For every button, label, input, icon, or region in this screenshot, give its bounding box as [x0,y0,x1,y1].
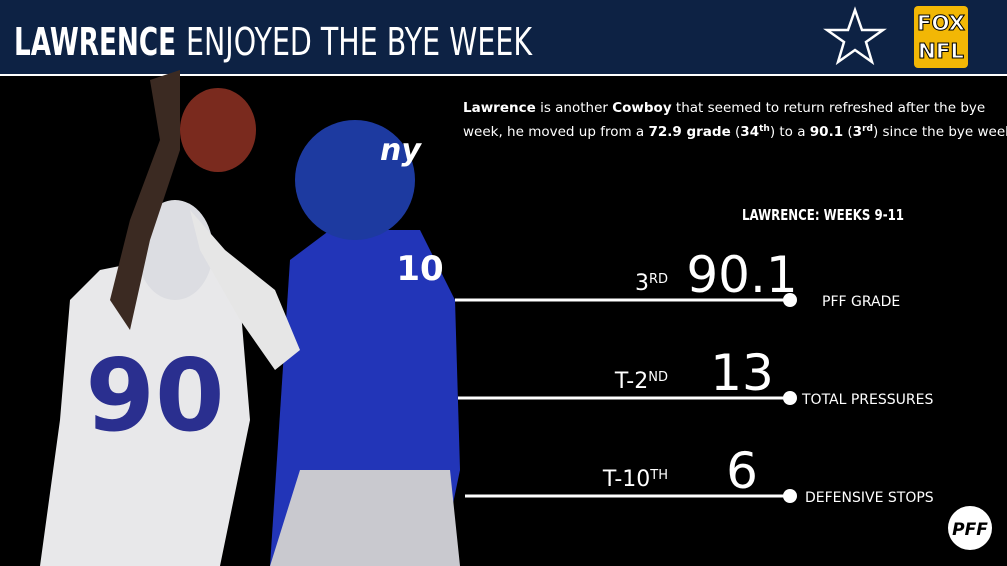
stat-label: DEFENSIVE STOPS [805,490,934,506]
pff-logo-text: PFF [952,520,988,540]
description-segment: 72.9 grade [648,124,730,140]
star-logo [823,6,887,66]
description-line: Lawrence is another Cowboy that seemed t… [463,100,985,116]
logo-bottom: NFL [918,39,964,63]
stat-value: 90.1 [686,246,797,304]
pff-logo: PFF [948,506,992,550]
stat-rank: 3RD [635,271,668,296]
stat-rank: T-10TH [602,467,668,492]
description-segment: that seemed to return refreshed after th… [672,100,986,116]
stat-rank-number: T-2 [614,369,648,394]
description-segment: Cowboy [612,100,672,116]
stat-rank-suffix: TH [649,468,668,483]
stat-rank-number: 3 [635,271,649,296]
description-segment: Lawrence [463,100,536,116]
stat-value: 6 [726,442,758,500]
svg-text:ny: ny [380,133,422,168]
title-rest: ENJOYED THE BYE WEEK [186,20,533,64]
stat-label: PFF GRADE [822,294,900,310]
stat-dot [783,293,797,307]
stat-value: 13 [710,344,774,402]
stat-rank-suffix: RD [649,272,668,287]
description-segment: ( [731,124,741,140]
svg-text:10: 10 [396,249,443,289]
description-segment: rd [862,124,873,134]
stat-dot [783,489,797,503]
stats-title: LAWRENCE: WEEKS 9-11 [742,206,904,224]
header-rule [0,74,1007,76]
stat-rank: T-2ND [614,369,668,394]
logo-top: FOX [917,11,966,35]
fox-nfl-logo [914,6,968,68]
description-segment: week, he moved up from a [463,124,648,140]
stat-rank-number: T-10 [602,467,650,492]
description-segment: 90.1 [810,124,843,140]
player-photo: 90 ny 10 [40,70,460,566]
stat-label: TOTAL PRESSURES [801,392,933,408]
title-bold: LAWRENCE [14,20,176,64]
description-segment: is another [536,100,612,116]
description-segment: ( [843,124,853,140]
stat-dot [783,391,797,405]
description-segment: ) to a [770,124,810,140]
description-segment: ) since the bye week. [873,124,1007,140]
description-segment: 3 [853,124,862,140]
description-segment: 34 [740,124,759,140]
description-segment: th [759,124,770,134]
svg-text:90: 90 [85,337,224,454]
stat-rank-suffix: ND [648,370,668,385]
description-line: week, he moved up from a 72.9 grade (34t… [463,124,1007,140]
